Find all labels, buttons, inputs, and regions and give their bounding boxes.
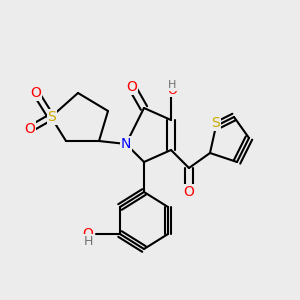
Text: O: O — [184, 185, 194, 199]
Text: O: O — [25, 122, 35, 136]
Text: H: H — [84, 235, 93, 248]
Text: S: S — [212, 116, 220, 130]
Text: O: O — [31, 86, 41, 100]
Text: O: O — [127, 80, 137, 94]
Text: H: H — [168, 80, 177, 91]
Text: O: O — [168, 83, 177, 97]
Text: N: N — [121, 137, 131, 151]
Text: O: O — [82, 227, 93, 241]
Text: S: S — [47, 110, 56, 124]
